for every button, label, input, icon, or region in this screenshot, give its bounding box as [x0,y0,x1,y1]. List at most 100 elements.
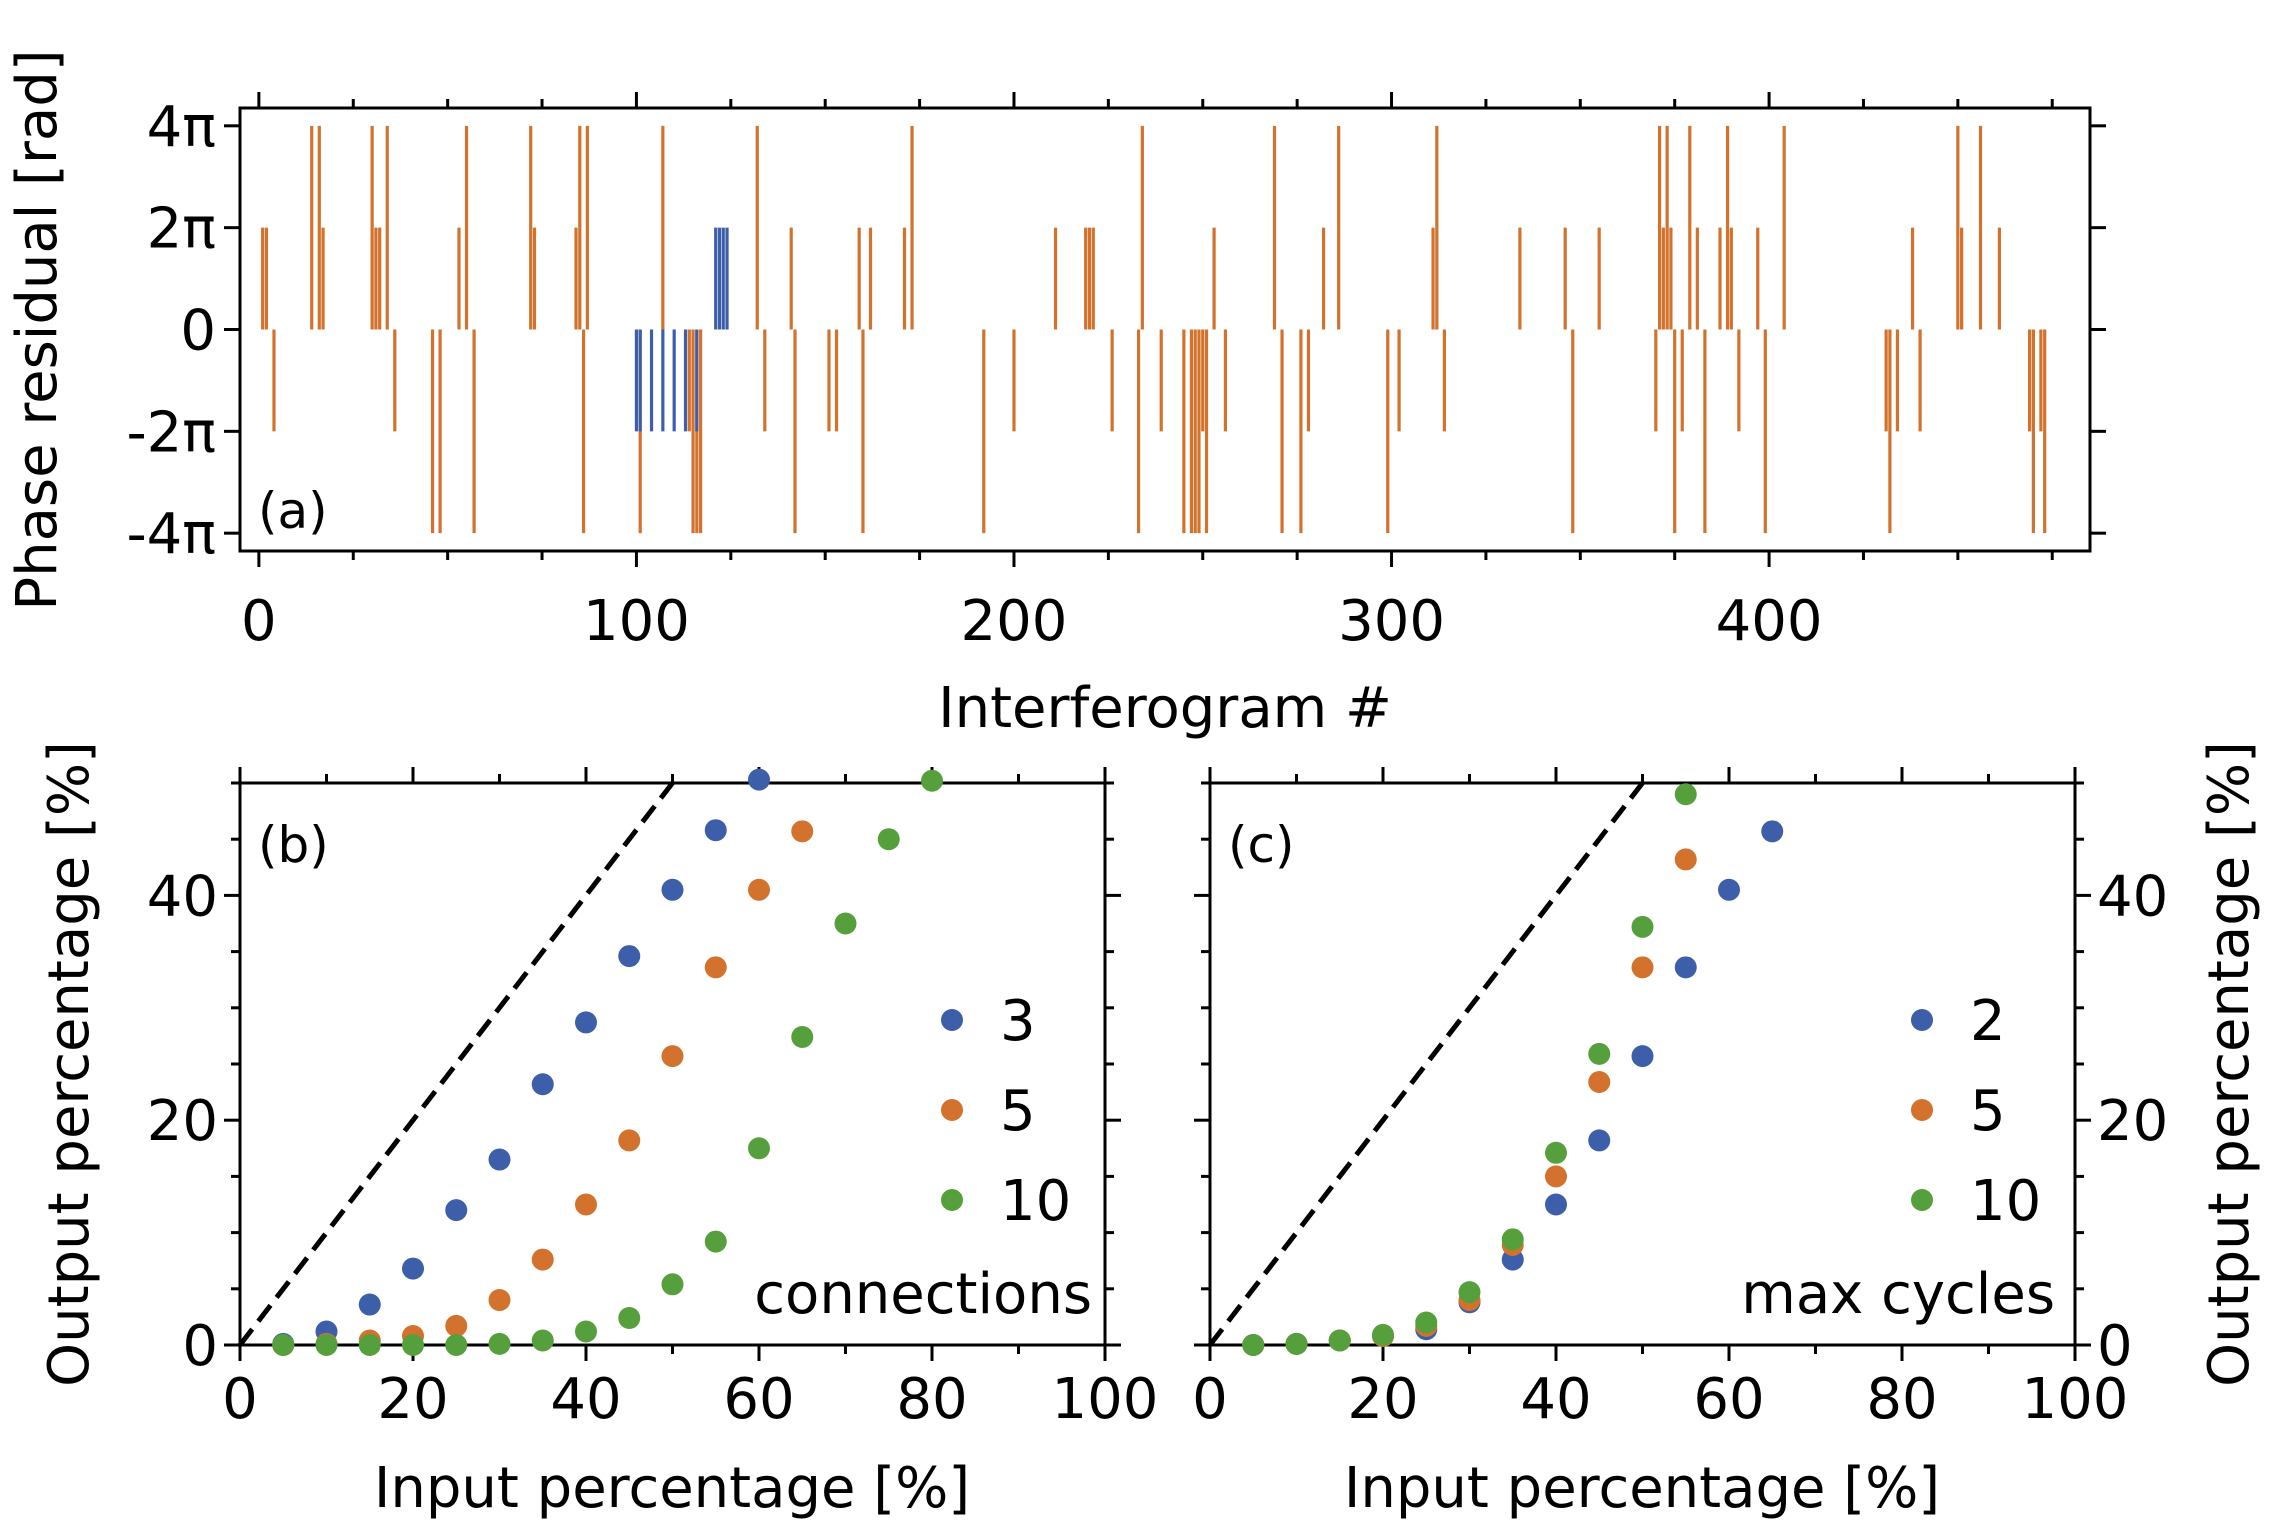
panel-c-points [1242,783,1784,1356]
panel-c-legend: 2 5 10 [1911,989,2041,1234]
panel-a-x-tick-label: 100 [583,589,690,654]
panel-c-point-series-2 [1545,1193,1567,1216]
panel-c-point-series-10 [1458,1281,1481,1304]
panel-b-point-series-3 [358,1293,381,1316]
panel-c-legend-marker [1911,1099,1933,1121]
panel-b-y-tick-label: 20 [147,1089,218,1154]
panel-c-x-axis-label: Input percentage [%] [1344,1456,1940,1521]
panel-b-point-series-10 [661,1273,684,1296]
panel-b-x-tick-label: 0 [222,1367,258,1432]
panel-b-point-series-5 [748,878,770,901]
panel-c-point-series-5 [1674,848,1697,871]
panel-c-x-tick-label: 60 [1693,1367,1764,1432]
panel-b-point-series-10 [315,1334,338,1356]
panel-c-point-series-2 [1718,878,1740,901]
panel-b-point-series-5 [575,1193,597,1216]
panel-b-label: (b) [258,816,329,874]
panel-c-x-tick-label: 0 [1192,1367,1228,1432]
panel-b-point-series-10 [488,1332,511,1355]
panel-c-point-series-5 [1631,956,1654,979]
panel-a-y-tick-label: 0 [180,299,216,364]
panel-c-label: (c) [1228,816,1295,874]
panel-a-x-tick-label: 300 [1338,589,1445,654]
panel-b-point-series-5 [791,820,814,843]
panel-b-point-series-5 [661,1045,684,1068]
panel-c-y-tick-label: 0 [2097,1314,2133,1379]
panel-c-point-series-10 [1631,915,1654,938]
panel-a-x-tick-label: 0 [241,589,277,654]
panel-a-x-tick-label: 200 [961,589,1068,654]
panel-b-point-series-10 [618,1307,641,1330]
panel-b-point-series-10 [791,1026,814,1049]
panel-b-point-series-10 [402,1334,424,1356]
panel-c-legend-label: 10 [1970,1169,2041,1234]
panel-b-point-series-5 [704,956,727,979]
panel-b-x-tick-label: 80 [896,1367,967,1432]
panel-a-frame [238,106,2092,553]
panel-b-point-series-3 [445,1199,468,1222]
panel-c-y-axis-label: Output percentage [%] [2197,741,2262,1387]
panel-b-x-tick-label: 40 [550,1367,621,1432]
panel-b-legend-label: 10 [1000,1169,1071,1234]
panel-a-x-tick-label: 400 [1716,589,1823,654]
panel-c-point-series-10 [1545,1141,1567,1164]
panel-b-point-series-10 [358,1334,381,1356]
panel-c-point-series-10 [1242,1334,1265,1356]
panel-b-x-tick-label: 20 [377,1367,448,1432]
panel-b-point-series-3 [704,819,727,842]
panel-c-point-series-2 [1761,820,1784,843]
panel-b-legend-title: connections [754,1262,1092,1327]
panel-b-point-series-10 [531,1329,554,1352]
panel-a-y-tick-label: 4π [147,95,216,160]
panel-b-point-series-5 [531,1248,554,1271]
panel-a-y-axis-label: Phase residual [rad] [5,49,70,610]
panel-b-legend-label: 3 [1000,989,1036,1054]
panel-b-legend-marker [941,1009,963,1031]
panel-a-label: (a) [258,482,328,540]
panel-b-legend-label: 5 [1000,1079,1036,1144]
panel-a-y-tick-label: -4π [126,502,216,567]
panel-c-legend-title: max cycles [1741,1262,2055,1327]
panel-a: 0 100 200 300 400 -4π -2π 0 2π 4π (a) Interferogr… [5,49,2106,741]
panel-b-point-series-5 [445,1314,468,1337]
panel-b-y-axis-label: Output percentage [%] [37,741,102,1387]
panel-c-y-tick-label: 40 [2097,864,2168,929]
panel-a-axes: 0 100 200 300 400 -4π -2π 0 2π 4π [126,92,2106,654]
panel-b-point-series-5 [488,1289,511,1312]
panel-b-legend-marker [941,1099,963,1121]
panel-c-point-series-2 [1588,1129,1611,1152]
panel-c-point-series-10 [1328,1329,1351,1352]
panel-b-point-series-3 [618,945,641,968]
panel-b-y-tick-label: 0 [182,1314,218,1379]
panel-b-point-series-10 [877,828,900,851]
panel-a-y-tick-label: 2π [147,197,216,262]
panel-b-point-series-10 [921,769,943,792]
panel-b-x-tick-label: 100 [1052,1367,1159,1432]
panel-b-point-series-5 [618,1129,641,1152]
panel-b-point-series-10 [704,1230,727,1253]
panel-a-x-axis-label: Interferogram # [938,676,1392,741]
panel-c-point-series-10 [1372,1323,1394,1346]
panel-c-point-series-5 [1545,1165,1567,1188]
panel-b-point-series-10 [748,1137,770,1160]
panel-c-point-series-10 [1415,1311,1438,1334]
panel-b-x-axis-label: Input percentage [%] [374,1456,970,1521]
panel-b-legend: 3 5 10 [941,989,1071,1234]
panel-c-point-series-5 [1588,1070,1611,1093]
panel-b: 0 20 40 60 80 100 0 20 40 3 5 10 connections (b) I… [37,741,1158,1521]
panel-b-point-series-10 [834,912,857,935]
panel-b-point-series-3 [402,1257,424,1280]
panel-b-point-series-3 [531,1073,554,1096]
panel-b-y-tick-label: 40 [147,864,218,929]
panel-c-y-tick-label: 20 [2097,1089,2168,1154]
panel-c-legend-label: 5 [1970,1079,2006,1144]
panel-b-legend-marker [941,1189,963,1211]
panel-c-point-series-10 [1285,1332,1308,1355]
panel-c-legend-marker [1911,1009,1933,1031]
panel-c-point-series-10 [1501,1228,1524,1251]
panel-b-point-series-3 [661,878,684,901]
panel-c-legend-marker [1911,1189,1933,1211]
